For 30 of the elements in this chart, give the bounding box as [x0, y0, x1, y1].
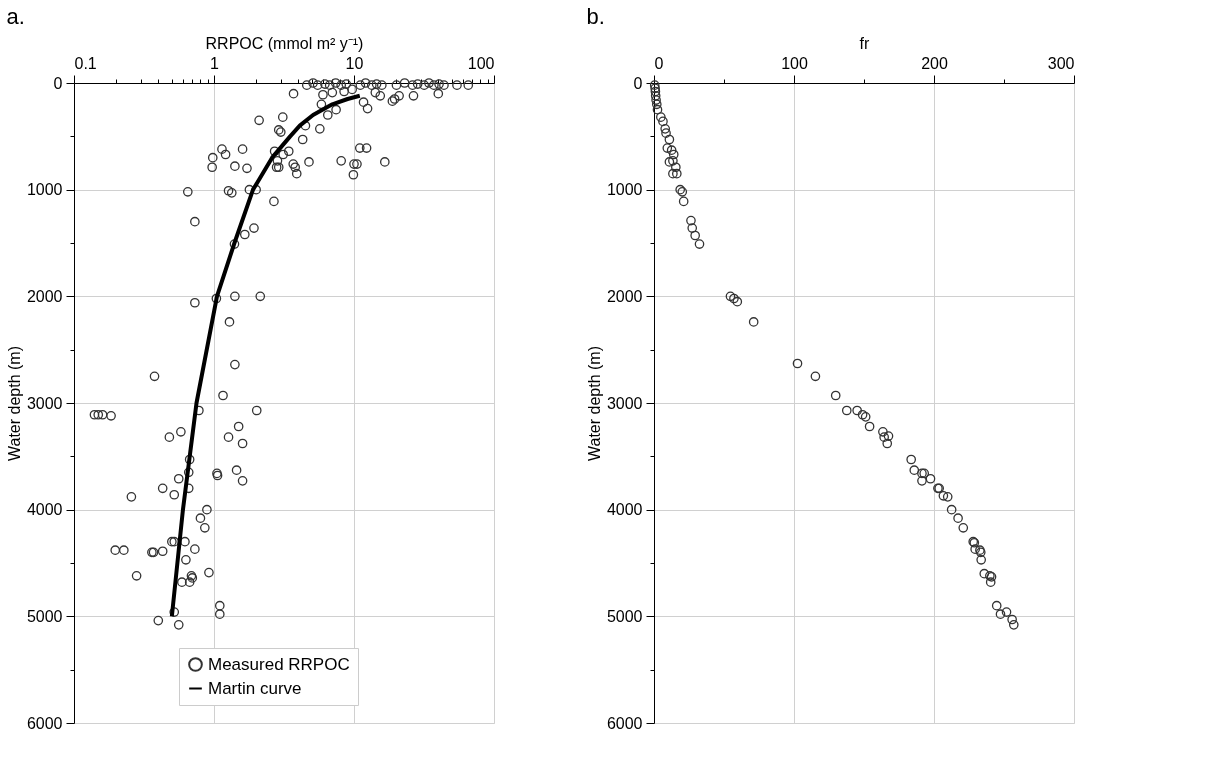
y-tick-label: 1000 [606, 181, 643, 199]
x-tick-label: 100 [781, 54, 808, 72]
y-tick-label: 0 [633, 74, 643, 92]
y-tick-label: 2000 [26, 287, 63, 305]
y-tick-label: 2000 [606, 287, 643, 305]
x-tick-label: 0 [654, 54, 664, 72]
y-axis-title: Water depth (m) [585, 346, 603, 461]
x-tick-label: 300 [1047, 54, 1075, 72]
legend-label: Martin curve [208, 678, 302, 698]
legend-label: Measured RRPOC [208, 654, 350, 674]
x-tick-label: 200 [921, 54, 948, 72]
chart-title: b. [586, 4, 605, 29]
y-tick-label: 4000 [26, 501, 63, 519]
y-tick-label: 3000 [26, 394, 63, 412]
x-axis-title: fr [859, 34, 871, 52]
y-tick-label: 4000 [606, 501, 643, 519]
chart-title: a. [6, 4, 25, 29]
x-axis-title: RRPOC (mmol m² y⁻¹) [205, 34, 364, 52]
y-tick-label: 6000 [26, 714, 63, 732]
y-tick-label: 6000 [606, 714, 643, 732]
y-tick-label: 3000 [606, 394, 643, 412]
x-tick-label: 0.1 [74, 54, 97, 72]
y-tick-label: 5000 [606, 607, 643, 625]
x-tick-label: 1 [210, 54, 220, 72]
y-tick-label: 5000 [26, 607, 63, 625]
y-tick-label: 1000 [26, 181, 63, 199]
x-tick-label: 100 [467, 54, 495, 72]
y-tick-label: 0 [53, 74, 63, 92]
x-tick-label: 10 [345, 54, 364, 72]
y-axis-title: Water depth (m) [5, 346, 23, 461]
